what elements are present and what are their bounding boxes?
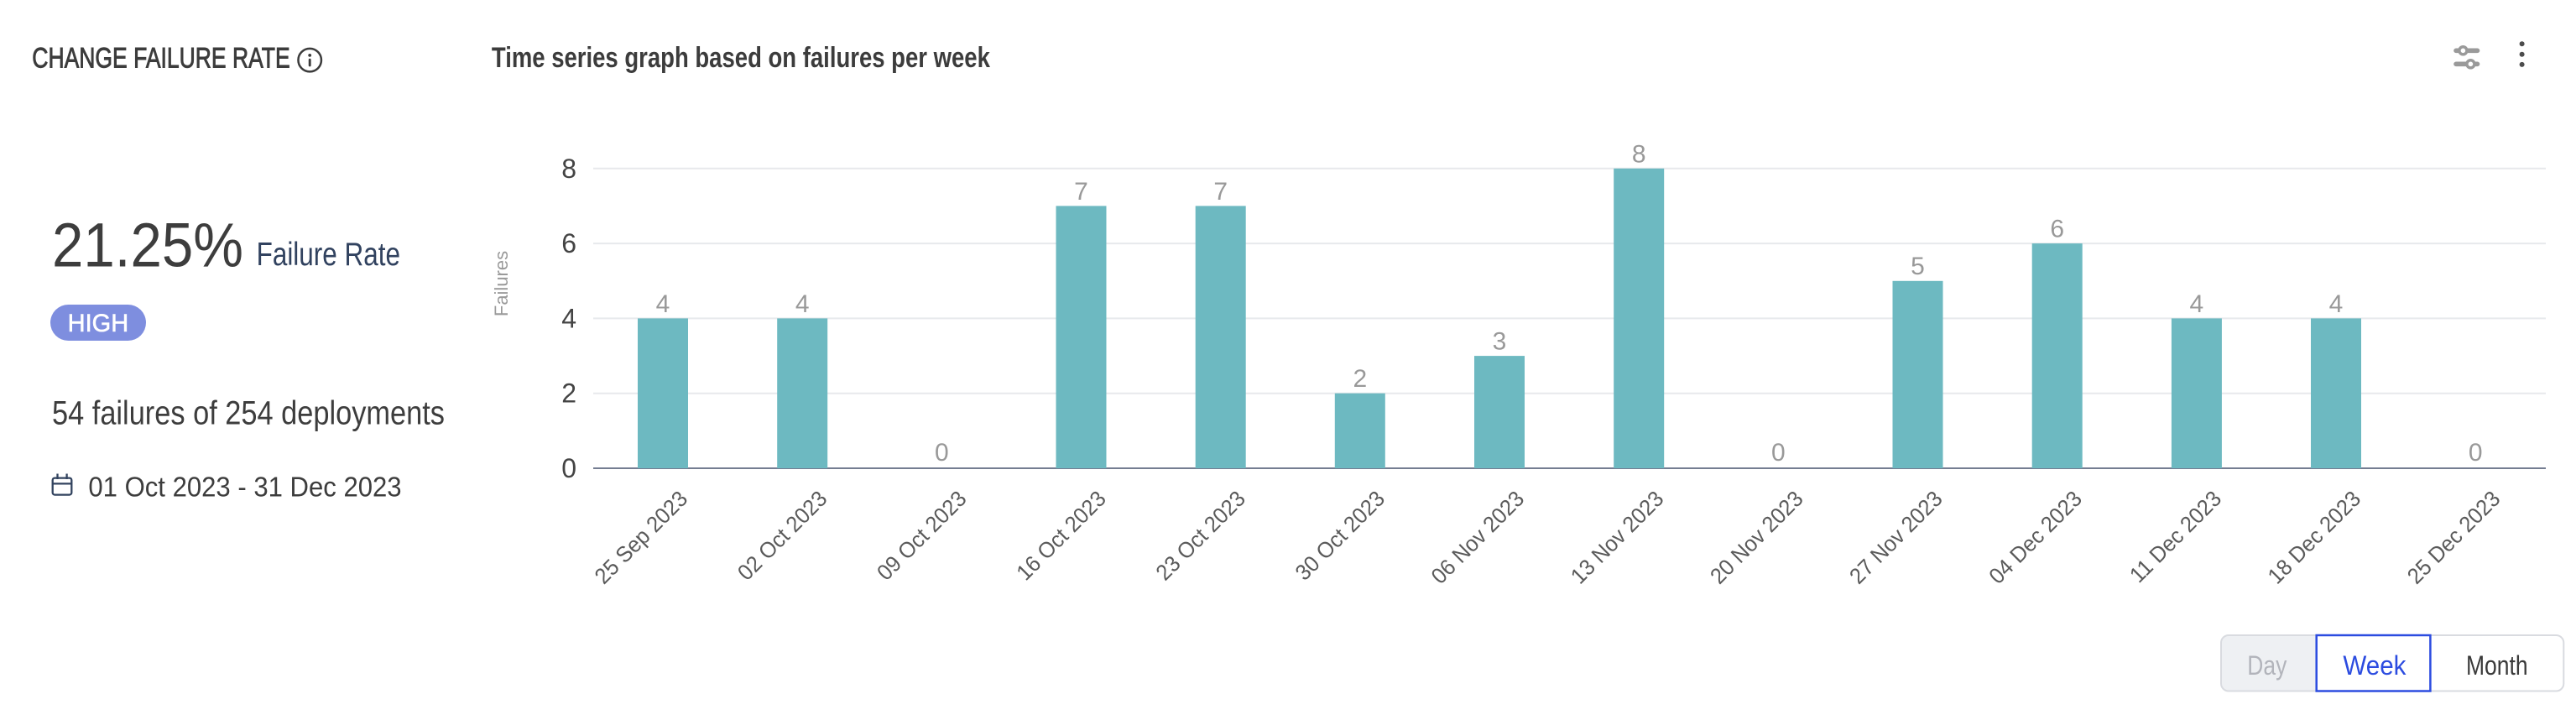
svg-text:Month: Month [2466, 650, 2528, 681]
svg-text:3: 3 [1493, 328, 1507, 356]
svg-text:8: 8 [561, 154, 576, 184]
svg-text:2: 2 [1353, 365, 1367, 393]
svg-text:Failures: Failures [491, 251, 512, 316]
svg-text:4: 4 [2329, 290, 2344, 318]
svg-text:4: 4 [561, 303, 576, 333]
svg-text:4: 4 [2190, 290, 2204, 318]
svg-text:7: 7 [1213, 178, 1228, 206]
svg-text:Failure Rate: Failure Rate [257, 237, 400, 273]
svg-text:8: 8 [1632, 140, 1646, 168]
svg-text:2: 2 [561, 378, 576, 409]
svg-text:5: 5 [1911, 253, 1925, 280]
svg-text:54 failures of 254 deployments: 54 failures of 254 deployments [52, 395, 445, 432]
svg-text:Week: Week [2343, 650, 2407, 681]
svg-text:0: 0 [935, 439, 949, 467]
svg-text:4: 4 [795, 290, 810, 318]
svg-text:6: 6 [561, 228, 576, 258]
svg-text:Time series graph based on fai: Time series graph based on failures per … [492, 42, 991, 74]
svg-text:0: 0 [2469, 439, 2483, 467]
svg-text:7: 7 [1074, 178, 1088, 206]
svg-text:01 Oct 2023 - 31 Dec 2023: 01 Oct 2023 - 31 Dec 2023 [88, 472, 401, 503]
svg-text:HIGH: HIGH [68, 310, 129, 337]
svg-text:4: 4 [656, 290, 670, 318]
svg-text:CHANGE FAILURE RATE: CHANGE FAILURE RATE [32, 42, 289, 74]
svg-text:0: 0 [561, 453, 576, 483]
svg-text:6: 6 [2050, 216, 2064, 243]
svg-text:21.25%: 21.25% [52, 211, 243, 280]
svg-text:0: 0 [1771, 439, 1786, 467]
svg-text:Day: Day [2247, 650, 2287, 681]
